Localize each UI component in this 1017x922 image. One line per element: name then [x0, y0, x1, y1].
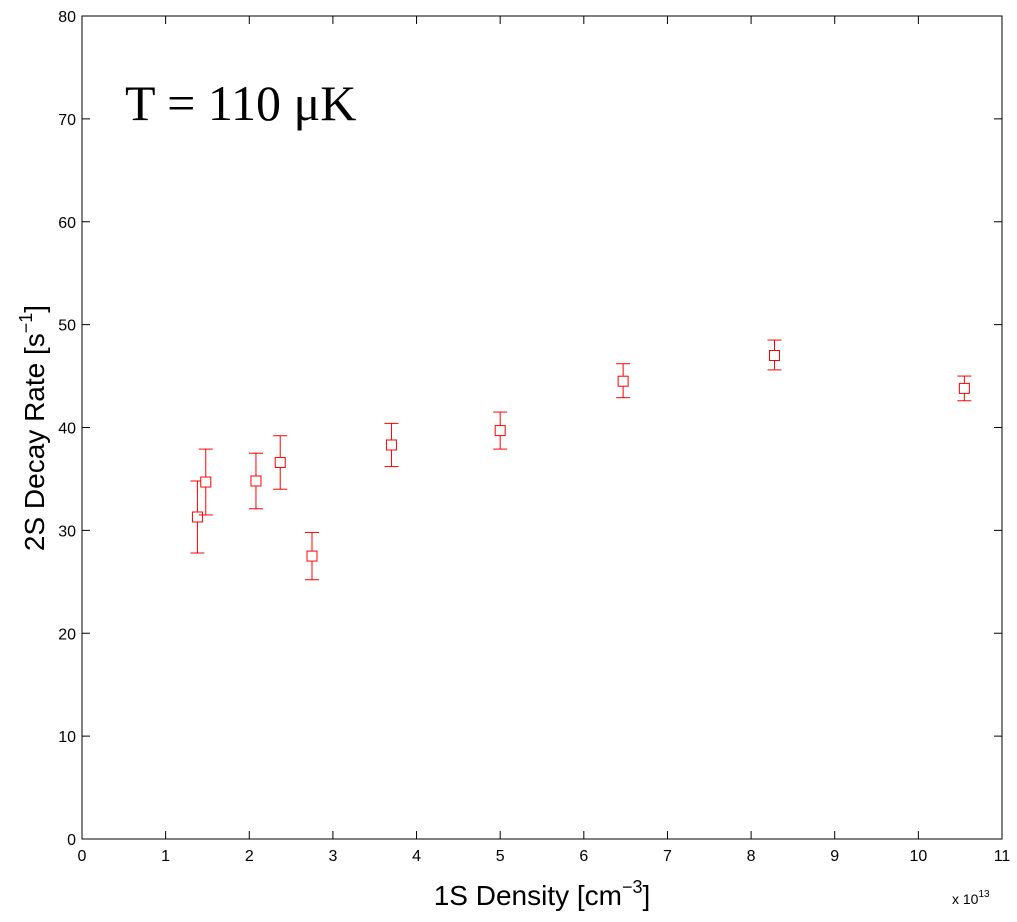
x-tick-label: 1 — [161, 848, 170, 865]
data-point — [957, 375, 972, 402]
x-tick-label: 7 — [663, 848, 672, 865]
data-point — [493, 411, 508, 450]
y-tick-label: 0 — [67, 832, 76, 849]
square-marker — [385, 439, 397, 451]
x-tick-label: 9 — [830, 848, 839, 865]
square-marker — [769, 349, 781, 361]
data-point — [305, 531, 319, 581]
data-point — [767, 339, 782, 371]
y-tick-label: 30 — [58, 523, 76, 540]
x-tick-label: 11 — [994, 848, 1011, 865]
square-marker — [494, 425, 506, 437]
y-tick-label: 50 — [58, 318, 76, 335]
square-marker — [958, 382, 970, 394]
square-marker — [306, 550, 318, 562]
y-tick-label: 80 — [58, 9, 76, 26]
square-marker — [191, 511, 203, 523]
axis-ticks: 0 1 2 3 4 5 6 7 8 9 10 11 0 10 20 30 40 50 60 70 80 — [58, 9, 1010, 865]
x-tick-label: 2 — [245, 848, 254, 865]
y-axis-label: 2S Decay Rate [s−1] — [16, 305, 50, 551]
x-axis-label: 1S Density [cm−3] — [434, 877, 651, 911]
y-tick-label: 60 — [58, 215, 76, 232]
x-tick-label: 6 — [579, 848, 588, 865]
data-point — [273, 435, 288, 490]
x-tick-label: 5 — [496, 848, 505, 865]
data-point — [248, 452, 263, 510]
x-tick-label: 4 — [412, 848, 421, 865]
x-tick-label: 3 — [328, 848, 337, 865]
data-point — [384, 422, 399, 468]
data-points — [190, 339, 972, 581]
square-marker — [200, 476, 212, 488]
y-tick-label: 40 — [58, 421, 76, 438]
plot-area — [81, 15, 1003, 840]
y-tick-label: 10 — [58, 729, 76, 746]
temperature-annotation: T = 110 μK — [125, 75, 356, 131]
x-tick-label: 8 — [747, 848, 756, 865]
x-axis-multiplier: x 1013 — [952, 889, 990, 907]
square-marker — [274, 456, 286, 468]
square-marker — [250, 475, 262, 487]
y-tick-label: 70 — [58, 112, 76, 129]
x-tick-label: 0 — [78, 848, 87, 865]
y-tick-label: 20 — [58, 626, 76, 643]
data-point — [616, 363, 631, 399]
x-tick-label: 10 — [909, 848, 927, 865]
square-marker — [617, 375, 629, 387]
data-point — [198, 448, 213, 516]
